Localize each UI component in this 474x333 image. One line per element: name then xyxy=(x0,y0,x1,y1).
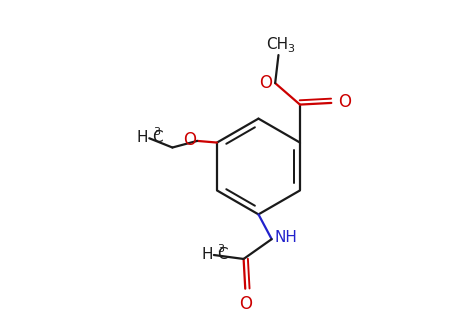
Text: CH: CH xyxy=(266,37,288,52)
Text: C: C xyxy=(217,246,228,261)
Text: 3: 3 xyxy=(287,44,294,54)
Text: 3: 3 xyxy=(218,244,225,254)
Text: C: C xyxy=(152,130,163,145)
Text: O: O xyxy=(338,93,351,111)
Text: NH: NH xyxy=(275,230,298,245)
Text: H: H xyxy=(201,246,213,261)
Text: 3: 3 xyxy=(153,127,160,137)
Text: O: O xyxy=(260,74,273,92)
Text: H: H xyxy=(137,130,148,145)
Text: O: O xyxy=(183,131,196,149)
Text: O: O xyxy=(239,295,252,313)
